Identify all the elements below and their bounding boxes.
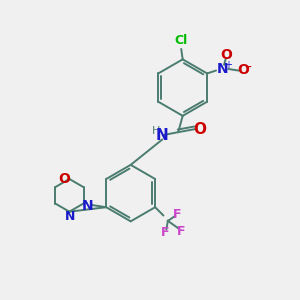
Text: N: N xyxy=(217,62,228,76)
Text: N: N xyxy=(65,210,75,223)
Text: Cl: Cl xyxy=(175,34,188,46)
Text: +: + xyxy=(224,59,232,70)
Text: O: O xyxy=(58,172,70,186)
Text: O: O xyxy=(238,64,249,77)
Text: O: O xyxy=(220,48,232,62)
Text: N: N xyxy=(156,128,169,143)
Text: O: O xyxy=(194,122,206,137)
Text: F: F xyxy=(177,225,185,238)
Text: F: F xyxy=(161,226,169,239)
Text: H: H xyxy=(152,126,160,136)
Text: N: N xyxy=(82,199,94,213)
Text: F: F xyxy=(172,208,181,221)
Text: -: - xyxy=(247,61,251,75)
